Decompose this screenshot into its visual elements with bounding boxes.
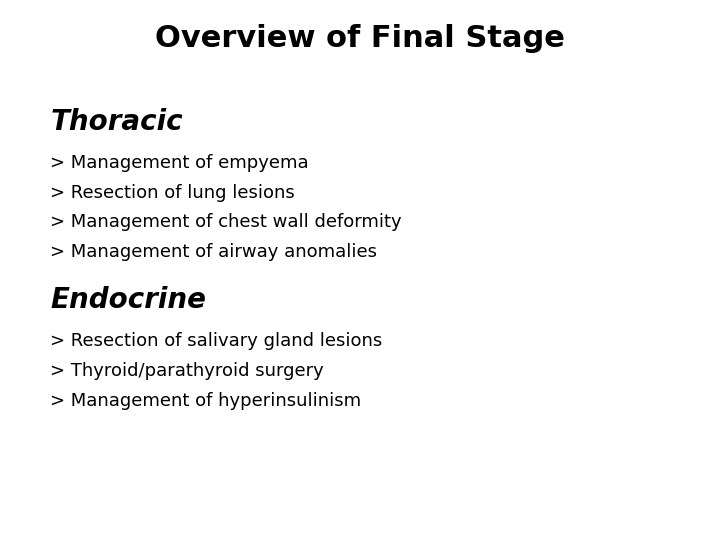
Text: > Resection of salivary gland lesions: > Resection of salivary gland lesions — [50, 332, 382, 350]
Text: > Thyroid/parathyroid surgery: > Thyroid/parathyroid surgery — [50, 362, 324, 380]
Text: > Resection of lung lesions: > Resection of lung lesions — [50, 184, 295, 201]
Text: > Management of chest wall deformity: > Management of chest wall deformity — [50, 213, 402, 231]
Text: Thoracic: Thoracic — [50, 108, 183, 136]
Text: > Management of hyperinsulinism: > Management of hyperinsulinism — [50, 392, 361, 409]
Text: Overview of Final Stage: Overview of Final Stage — [155, 24, 565, 53]
Text: > Management of empyema: > Management of empyema — [50, 154, 309, 172]
Text: > Management of airway anomalies: > Management of airway anomalies — [50, 243, 377, 261]
Text: Endocrine: Endocrine — [50, 286, 207, 314]
